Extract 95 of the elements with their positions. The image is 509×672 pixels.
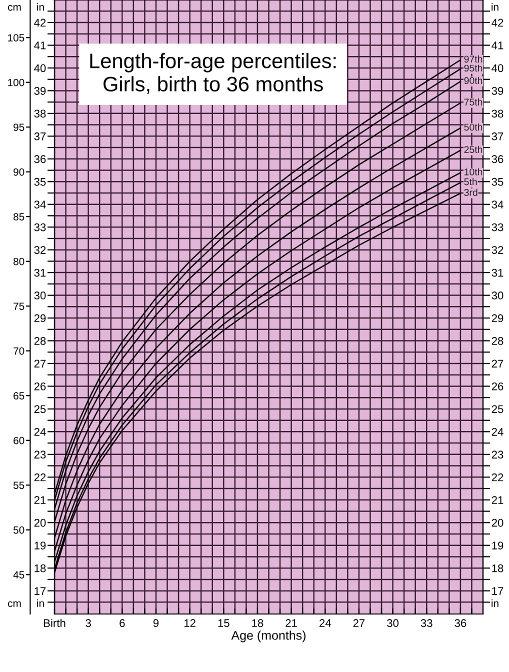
- y-tick-label: 45: [13, 571, 24, 578]
- x-tick-label: 9: [153, 619, 159, 628]
- y-axis-title: cm: [8, 5, 21, 11]
- y2-tick-label: 19: [492, 542, 504, 550]
- y2-tick-label: 22: [492, 473, 504, 482]
- y3-tick-label: 31: [34, 268, 46, 277]
- y-tick-label: 65: [14, 392, 24, 400]
- y3-tick-label: 42: [34, 18, 46, 27]
- x-tick-label: 27: [353, 619, 365, 627]
- x-tick-label: Birth: [44, 618, 66, 627]
- y3-tick-label: 24: [34, 428, 46, 436]
- series-label: 90th: [464, 76, 482, 84]
- series-label: 95th: [464, 64, 482, 72]
- y3-tick-label: 27: [34, 360, 46, 368]
- y-tick-label: 95: [14, 124, 24, 131]
- text: in: [492, 599, 498, 607]
- y-tick-label: 100: [8, 78, 24, 86]
- series-label: 50th: [464, 123, 482, 131]
- x-tick-label: 36: [454, 619, 466, 628]
- y2-tick-label: 32: [492, 246, 504, 254]
- y2-tick-label: 42: [492, 18, 504, 27]
- y3-tick-label: 18: [34, 564, 46, 572]
- y2-tick-label: 26: [492, 382, 504, 390]
- y2-tick-label: 40: [492, 64, 504, 72]
- y3-tick-label: 21: [34, 496, 46, 504]
- y2-tick-label: 31: [492, 268, 504, 277]
- y-tick-label: 105: [8, 34, 24, 42]
- series-label: 3rd: [464, 188, 478, 196]
- series-label: 25th: [464, 146, 482, 153]
- y2-tick-label: 21: [492, 496, 504, 504]
- series-label: 10th: [464, 168, 482, 176]
- y3-tick-label: 23: [34, 450, 46, 459]
- x-tick-label: 21: [286, 619, 297, 627]
- y2-tick-label: 39: [492, 86, 504, 95]
- x-tick-label: 24: [320, 619, 331, 627]
- y3-tick-label: 19: [34, 542, 46, 550]
- text: Length-for-age percentiles: Girls, birth to 36 months: [90, 52, 336, 94]
- y-tick-label: 90: [14, 168, 24, 176]
- y3-tick-label: 32: [34, 246, 46, 254]
- text: in: [37, 599, 44, 607]
- y3-tick-label: 25: [34, 405, 46, 414]
- y-tick-label: 50: [13, 526, 24, 534]
- y2-tick-label: 38: [492, 110, 504, 118]
- x-tick-label: 18: [252, 619, 264, 628]
- y2-tick-label: 28: [492, 337, 504, 345]
- y2-tick-label: 18: [492, 564, 504, 572]
- y2-tick-label: 27: [492, 360, 504, 368]
- y-tick-label: 70: [14, 347, 24, 355]
- y3-tick-label: 29: [34, 314, 46, 322]
- x-tick-label: 6: [120, 619, 125, 628]
- series-label: 97th: [464, 55, 482, 63]
- y3-tick-label: 41: [34, 42, 46, 50]
- y2-tick-label: 36: [492, 155, 504, 164]
- series-label: 5th: [464, 178, 477, 186]
- y3-tick-label: 33: [34, 223, 46, 232]
- y2-tick-label: 33: [492, 223, 504, 232]
- y2-tick-label: 41: [492, 42, 504, 50]
- y3-tick-label: 36: [34, 155, 46, 164]
- x-tick-label: 15: [218, 619, 230, 628]
- y3-tick-label: 28: [34, 337, 46, 345]
- y-tick-label: 85: [14, 213, 24, 220]
- y-tick-label: 60: [14, 436, 24, 444]
- y3-tick-label: 26: [34, 382, 46, 390]
- text: cm: [8, 601, 21, 608]
- x-tick-label: 33: [420, 619, 432, 628]
- y-tick-label: 75: [14, 302, 24, 310]
- y2-tick-label: 34: [492, 200, 504, 208]
- y3-tick-label: 20: [34, 518, 46, 527]
- y2-tick-label: 17: [492, 587, 504, 595]
- y2-tick-label: 20: [492, 518, 504, 527]
- y3-tick-label: 17: [34, 587, 46, 595]
- y2-tick-label: 25: [492, 405, 504, 414]
- y3-tick-label: 37: [34, 132, 46, 140]
- y2-tick-label: 23: [492, 450, 504, 459]
- y3-axis-title: in: [37, 3, 44, 11]
- y2-tick-label: 37: [492, 132, 504, 140]
- x-tick-label: 30: [387, 619, 399, 628]
- y3-tick-label: 30: [34, 292, 46, 300]
- x-tick-label: 3: [86, 619, 91, 628]
- y-tick-label: 80: [14, 258, 24, 266]
- y2-tick-label: 29: [492, 314, 504, 322]
- series-label: 75th: [464, 98, 482, 106]
- y3-tick-label: 38: [34, 110, 46, 118]
- y2-axis-title: in: [492, 3, 498, 11]
- y3-tick-label: 40: [34, 64, 46, 72]
- x-tick-label: 12: [184, 619, 196, 627]
- y2-tick-label: 35: [492, 178, 504, 186]
- y3-tick-label: 35: [34, 178, 46, 186]
- y2-tick-label: 24: [492, 428, 504, 436]
- y3-tick-label: 34: [34, 200, 46, 208]
- x-axis-title: Age (months): [231, 630, 306, 642]
- y3-tick-label: 22: [34, 473, 46, 482]
- y-tick-label: 55: [13, 482, 24, 489]
- y3-tick-label: 39: [34, 86, 46, 95]
- y2-tick-label: 30: [492, 292, 504, 300]
